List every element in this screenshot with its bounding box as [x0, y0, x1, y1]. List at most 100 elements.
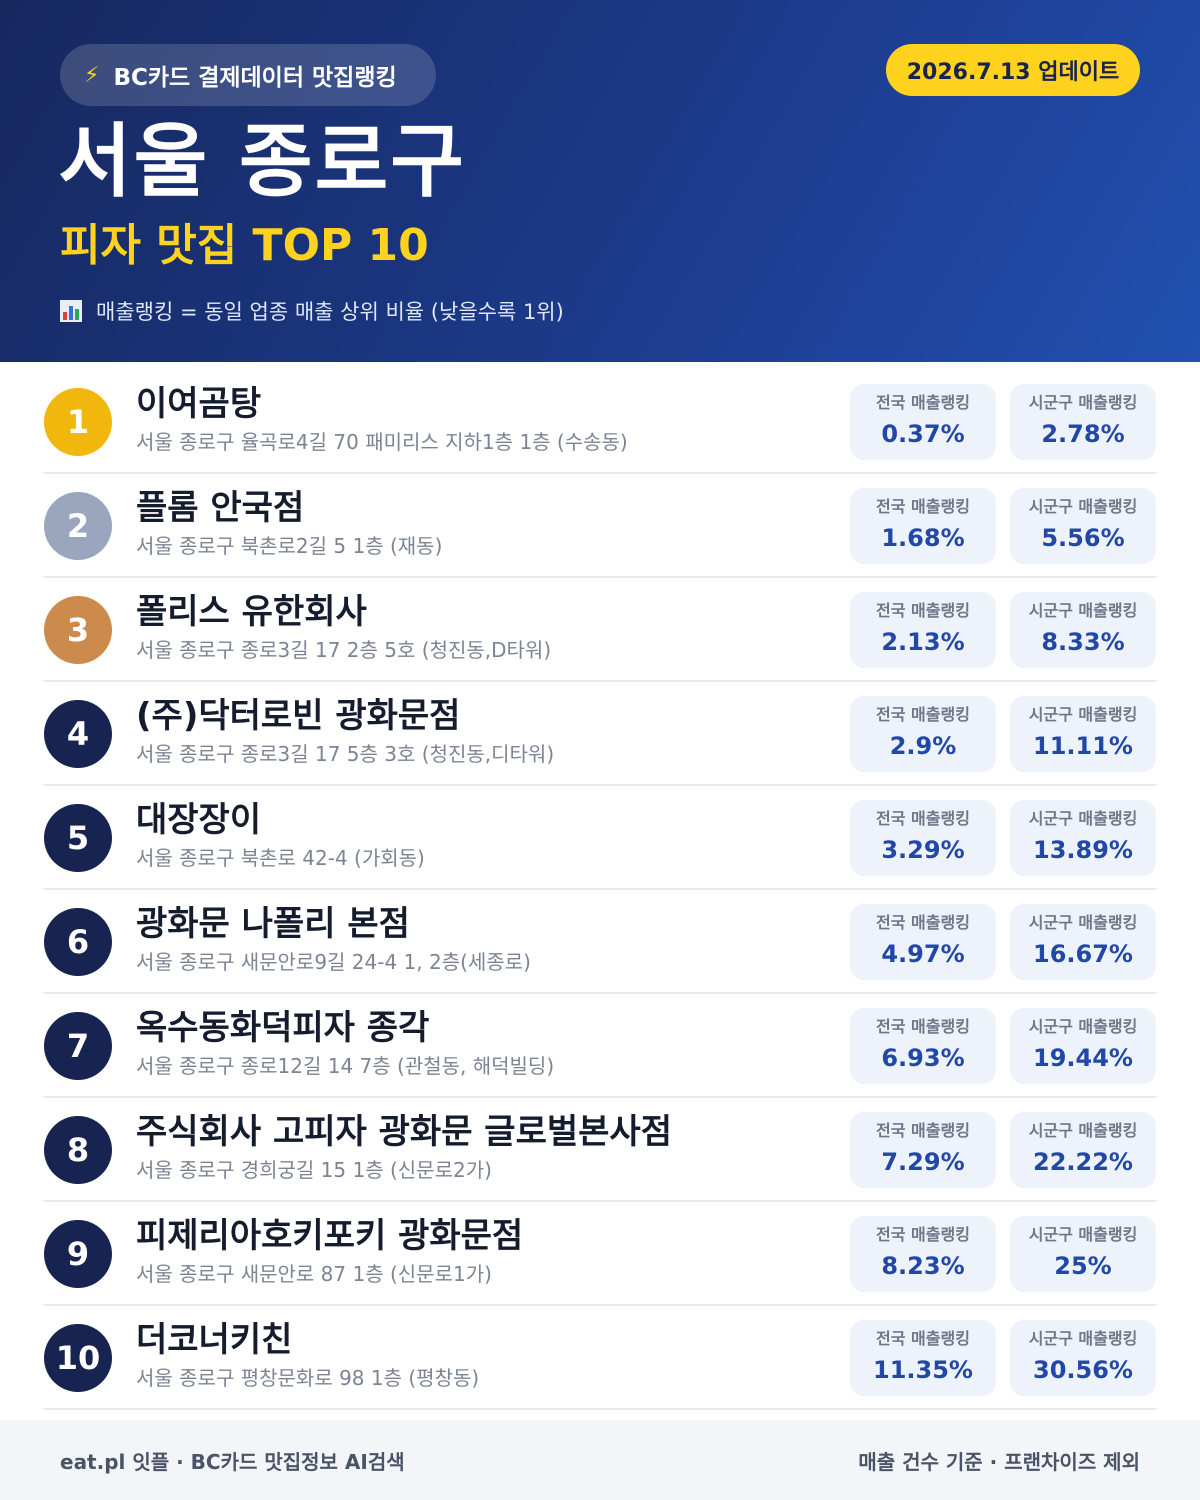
restaurant-address: 서울 종로구 북촌로2길 5 1층 (재동): [136, 534, 443, 558]
district-rank-card: 시군구 매출랭킹 11.11%: [1010, 696, 1156, 772]
restaurant-address: 서울 종로구 북촌로 42-4 (가회동): [136, 846, 425, 870]
national-rank-label: 전국 매출랭킹: [876, 1225, 970, 1244]
national-rank-label: 전국 매출랭킹: [876, 1121, 970, 1140]
list-item[interactable]: 6 광화문 나폴리 본점 서울 종로구 새문안로9길 24-4 1, 2층(세종…: [44, 890, 1156, 994]
restaurant-name: 광화문 나폴리 본점: [136, 904, 410, 944]
district-rank-card: 시군구 매출랭킹 22.22%: [1010, 1112, 1156, 1188]
district-rank-card: 시군구 매출랭킹 13.89%: [1010, 800, 1156, 876]
district-rank-label: 시군구 매출랭킹: [1028, 809, 1138, 828]
restaurant-name: 주식회사 고피자 광화문 글로벌본사점: [136, 1112, 672, 1152]
national-rank-card: 전국 매출랭킹 8.23%: [850, 1216, 996, 1292]
restaurant-name: 플롬 안국점: [136, 488, 305, 528]
national-rank-card: 전국 매출랭킹 6.93%: [850, 1008, 996, 1084]
source-label: BC카드 결제데이터 맛집랭킹: [113, 65, 397, 91]
district-rank-label: 시군구 매출랭킹: [1028, 601, 1138, 620]
district-rank-card: 시군구 매출랭킹 5.56%: [1010, 488, 1156, 564]
district-rank-value: 25%: [1054, 1252, 1112, 1280]
restaurant-name: 더코너키친: [136, 1320, 293, 1360]
rank-badge: 4: [44, 700, 112, 768]
restaurant-name: 피제리아호키포키 광화문점: [136, 1216, 524, 1256]
national-rank-value: 11.35%: [873, 1356, 973, 1384]
restaurant-name: 이여곰탕: [136, 384, 262, 424]
restaurant-address: 서울 종로구 평창문화로 98 1층 (평창동): [136, 1366, 480, 1390]
list-item[interactable]: 9 피제리아호키포키 광화문점 서울 종로구 새문안로 87 1층 (신문로1가…: [44, 1202, 1156, 1306]
list-item[interactable]: 7 옥수동화덕피자 종각 서울 종로구 종로12길 14 7층 (관철동, 해덕…: [44, 994, 1156, 1098]
national-rank-card: 전국 매출랭킹 4.97%: [850, 904, 996, 980]
district-rank-value: 22.22%: [1033, 1148, 1133, 1176]
restaurant-address: 서울 종로구 종로12길 14 7층 (관철동, 해덕빌딩): [136, 1054, 555, 1078]
list-item[interactable]: 1 이여곰탕 서울 종로구 율곡로4길 70 패미리스 지하1층 1층 (수송동…: [44, 370, 1156, 474]
rank-badge: 10: [44, 1324, 112, 1392]
district-rank-card: 시군구 매출랭킹 8.33%: [1010, 592, 1156, 668]
region-title: 서울 종로구: [58, 115, 466, 208]
rank-badge: 8: [44, 1116, 112, 1184]
district-rank-label: 시군구 매출랭킹: [1028, 1017, 1138, 1036]
list-item[interactable]: 2 플롬 안국점 서울 종로구 북촌로2길 5 1층 (재동) 전국 매출랭킹 …: [44, 474, 1156, 578]
national-rank-value: 6.93%: [881, 1044, 965, 1072]
restaurant-name: 폴리스 유한회사: [136, 592, 367, 632]
national-rank-label: 전국 매출랭킹: [876, 1329, 970, 1348]
district-rank-card: 시군구 매출랭킹 30.56%: [1010, 1320, 1156, 1396]
district-rank-card: 시군구 매출랭킹 19.44%: [1010, 1008, 1156, 1084]
ranking-list: 1 이여곰탕 서울 종로구 율곡로4길 70 패미리스 지하1층 1층 (수송동…: [44, 370, 1156, 1410]
national-rank-card: 전국 매출랭킹 1.68%: [850, 488, 996, 564]
district-rank-label: 시군구 매출랭킹: [1028, 913, 1138, 932]
district-rank-value: 2.78%: [1041, 420, 1125, 448]
national-rank-card: 전국 매출랭킹 2.9%: [850, 696, 996, 772]
national-rank-label: 전국 매출랭킹: [876, 497, 970, 516]
district-rank-card: 시군구 매출랭킹 16.67%: [1010, 904, 1156, 980]
district-rank-value: 19.44%: [1033, 1044, 1133, 1072]
national-rank-label: 전국 매출랭킹: [876, 393, 970, 412]
rank-badge: 3: [44, 596, 112, 664]
national-rank-value: 3.29%: [881, 836, 965, 864]
list-item[interactable]: 10 더코너키친 서울 종로구 평창문화로 98 1층 (평창동) 전국 매출랭…: [44, 1306, 1156, 1410]
national-rank-value: 2.9%: [889, 732, 957, 760]
page-subtitle: 피자 맛집 TOP 10: [60, 220, 429, 271]
list-item[interactable]: 5 대장장이 서울 종로구 북촌로 42-4 (가회동) 전국 매출랭킹 3.2…: [44, 786, 1156, 890]
restaurant-address: 서울 종로구 율곡로4길 70 패미리스 지하1층 1층 (수송동): [136, 430, 628, 454]
district-rank-value: 5.56%: [1041, 524, 1125, 552]
national-rank-card: 전국 매출랭킹 3.29%: [850, 800, 996, 876]
district-rank-value: 16.67%: [1033, 940, 1133, 968]
footer: eat.pl 잇플 · BC카드 맛집정보 AI검색 매출 건수 기준 · 프랜…: [0, 1420, 1200, 1500]
restaurant-address: 서울 종로구 종로3길 17 5층 3호 (청진동,디타워): [136, 742, 555, 766]
district-rank-card: 시군구 매출랭킹 25%: [1010, 1216, 1156, 1292]
national-rank-label: 전국 매출랭킹: [876, 705, 970, 724]
rank-badge: 1: [44, 388, 112, 456]
national-rank-value: 2.13%: [881, 628, 965, 656]
national-rank-card: 전국 매출랭킹 7.29%: [850, 1112, 996, 1188]
source-badge: ⚡ BC카드 결제데이터 맛집랭킹: [60, 44, 436, 106]
district-rank-value: 13.89%: [1033, 836, 1133, 864]
list-item[interactable]: 8 주식회사 고피자 광화문 글로벌본사점 서울 종로구 경희궁길 15 1층 …: [44, 1098, 1156, 1202]
national-rank-card: 전국 매출랭킹 0.37%: [850, 384, 996, 460]
legend-note-text: 매출랭킹 = 동일 업종 매출 상위 비율 (낮을수록 1위): [96, 300, 564, 324]
district-rank-label: 시군구 매출랭킹: [1028, 1121, 1138, 1140]
list-item[interactable]: 4 (주)닥터로빈 광화문점 서울 종로구 종로3길 17 5층 3호 (청진동…: [44, 682, 1156, 786]
list-item[interactable]: 3 폴리스 유한회사 서울 종로구 종로3길 17 2층 5호 (청진동,D타워…: [44, 578, 1156, 682]
footer-note: 매출 건수 기준 · 프랜차이즈 제외: [858, 1449, 1140, 1474]
district-rank-label: 시군구 매출랭킹: [1028, 393, 1138, 412]
restaurant-address: 서울 종로구 새문안로9길 24-4 1, 2층(세종로): [136, 950, 531, 974]
national-rank-label: 전국 매출랭킹: [876, 1017, 970, 1036]
lightning-icon: ⚡: [84, 62, 100, 88]
district-rank-card: 시군구 매출랭킹 2.78%: [1010, 384, 1156, 460]
national-rank-card: 전국 매출랭킹 2.13%: [850, 592, 996, 668]
national-rank-value: 0.37%: [881, 420, 965, 448]
district-rank-value: 11.11%: [1033, 732, 1133, 760]
ranking-legend-note: 매출랭킹 = 동일 업종 매출 상위 비율 (낮을수록 1위): [60, 296, 564, 326]
district-rank-value: 8.33%: [1041, 628, 1125, 656]
restaurant-name: 옥수동화덕피자 종각: [136, 1008, 430, 1048]
national-rank-value: 4.97%: [881, 940, 965, 968]
district-rank-label: 시군구 매출랭킹: [1028, 1329, 1138, 1348]
national-rank-label: 전국 매출랭킹: [876, 601, 970, 620]
restaurant-name: (주)닥터로빈 광화문점: [136, 696, 461, 736]
national-rank-value: 8.23%: [881, 1252, 965, 1280]
footer-brand[interactable]: eat.pl 잇플 · BC카드 맛집정보 AI검색: [60, 1449, 405, 1474]
update-date-badge: 2026.7.13 업데이트: [886, 44, 1140, 96]
bar-chart-icon: [60, 300, 82, 322]
national-rank-label: 전국 매출랭킹: [876, 913, 970, 932]
restaurant-address: 서울 종로구 새문안로 87 1층 (신문로1가): [136, 1262, 492, 1286]
district-rank-label: 시군구 매출랭킹: [1028, 1225, 1138, 1244]
restaurant-address: 서울 종로구 종로3길 17 2층 5호 (청진동,D타워): [136, 638, 552, 662]
district-rank-value: 30.56%: [1033, 1356, 1133, 1384]
